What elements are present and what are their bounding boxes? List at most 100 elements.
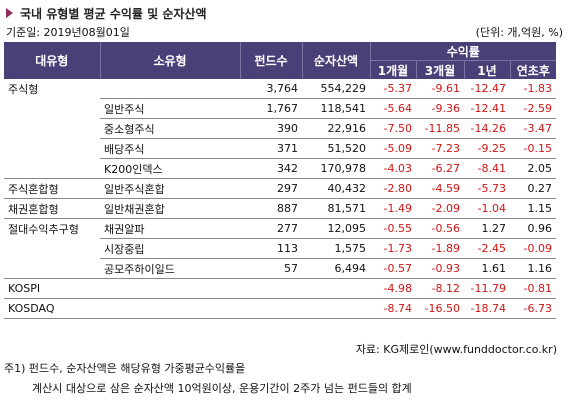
fund-count-cell: 113	[240, 238, 302, 259]
return-3month-cell: -11.85	[416, 118, 464, 139]
table-row: K200인덱스 342 170,978 -4.03 -6.27 -8.41 2.05	[4, 158, 556, 179]
table-row: KOSPI -4.98 -8.12 -11.79 -0.81	[4, 278, 556, 299]
return-1year-cell: -11.79	[464, 278, 510, 299]
major-type-cell	[4, 239, 100, 259]
base-date: 기준일: 2019년08월01일	[6, 26, 130, 39]
return-3month-cell: -8.12	[416, 278, 464, 299]
table-body: 주식형 3,764 554,229 -5.37 -9.61 -12.47 -1.83 일반주식…	[4, 79, 556, 319]
net-assets-cell: 6,494	[302, 258, 370, 279]
minor-type-cell: 시장중립	[100, 238, 240, 259]
fund-count-cell: 3,764	[266, 82, 299, 95]
return-1year-cell: -9.25	[464, 138, 510, 159]
major-type-cell	[4, 99, 100, 119]
return-1month-cell: -0.57	[370, 258, 416, 279]
table-row: 주식혼합형 일반주식혼합 297 40,432 -2.80 -4.59 -5.73 0.27	[4, 178, 556, 199]
return-3month-cell: -16.50	[416, 298, 464, 319]
return-1year-cell: -14.26	[464, 118, 510, 139]
fund-count-cell: 1,767	[240, 98, 302, 119]
minor-type-cell	[100, 79, 240, 99]
minor-type-cell: 일반주식	[100, 98, 240, 119]
return-3month-cell: -4.59	[416, 178, 464, 199]
net-assets-cell: 12,095	[302, 218, 370, 239]
table-row: 절대수익추구형 채권알파 277 12,095 -0.55 -0.56 1.27 0.96	[4, 218, 556, 239]
net-assets-cell	[302, 278, 370, 299]
major-type-cell: 절대수익추구형	[4, 218, 100, 239]
return-1month-cell: -5.37	[383, 82, 412, 95]
return-ytd-cell: 2.05	[510, 158, 556, 179]
major-type-cell: 주식형	[8, 82, 39, 96]
return-ytd-cell: 1.16	[510, 258, 556, 279]
minor-type-cell: 일반채권혼합	[100, 198, 240, 219]
returns-table: 대유형 소유형 펀드수 순자산액 수익률 1개월 3개월 1년 연초후 주식형 3…	[4, 42, 556, 319]
return-1month-cell: -5.64	[370, 98, 416, 119]
return-1year-cell: -8.41	[464, 158, 510, 179]
return-3month-cell: -6.27	[416, 158, 464, 179]
return-1year-cell: -1.04	[464, 198, 510, 219]
footnote-line-1: 주1) 펀드수, 순자산액은 해당유형 가중평균수익률을	[4, 362, 246, 375]
title-row: 국내 유형별 평균 수익률 및 순자산액	[6, 5, 207, 21]
return-1year-cell: -18.74	[464, 298, 510, 319]
net-assets-cell: 554,229	[320, 82, 367, 95]
net-assets-cell: 118,541	[302, 98, 370, 119]
table-row: 공모주하이일드 57 6,494 -0.57 -0.93 1.61 1.16	[4, 258, 556, 279]
minor-type-cell: 공모주하이일드	[100, 258, 240, 279]
table-row: KOSDAQ -8.74 -16.50 -18.74 -6.73	[4, 298, 556, 319]
header-1year: 1년	[464, 60, 511, 79]
header-net-assets: 순자산액	[302, 42, 371, 79]
unit-label: (단위: 개,억원, %)	[475, 26, 563, 39]
major-type-cell	[4, 259, 100, 279]
header-major-type: 대유형	[4, 42, 101, 79]
return-3month-cell: -0.56	[416, 218, 464, 239]
minor-type-cell	[100, 298, 240, 319]
minor-type-cell: 배당주식	[100, 138, 240, 159]
return-1year-cell: -2.45	[464, 238, 510, 259]
net-assets-cell: 51,520	[302, 138, 370, 159]
return-3month-cell: -0.93	[416, 258, 464, 279]
return-1month-cell: -4.03	[370, 158, 416, 179]
return-ytd-cell: 0.27	[510, 178, 556, 199]
return-1year-cell: -12.41	[464, 98, 510, 119]
bullet-triangle-icon	[6, 8, 13, 18]
fund-count-cell	[240, 278, 302, 299]
table-row: 시장중립 113 1,575 -1.73 -1.89 -2.45 -0.09	[4, 238, 556, 259]
fund-count-cell: 887	[240, 198, 302, 219]
major-type-cell: 채권혼합형	[4, 198, 100, 219]
return-1month-cell: -7.50	[370, 118, 416, 139]
table-row: 일반주식 1,767 118,541 -5.64 -9.36 -12.41 -2.59	[4, 98, 556, 119]
return-3month-cell: -7.23	[416, 138, 464, 159]
header-ytd: 연초후	[510, 60, 556, 79]
return-1month-cell: -5.09	[370, 138, 416, 159]
fund-count-cell: 342	[240, 158, 302, 179]
page-title: 국내 유형별 평균 수익률 및 순자산액	[20, 6, 207, 21]
return-ytd-cell: -2.59	[510, 98, 556, 119]
fund-count-cell: 277	[240, 218, 302, 239]
fund-count-cell: 297	[240, 178, 302, 199]
return-1month-cell: -2.80	[370, 178, 416, 199]
return-ytd-cell: -3.47	[510, 118, 556, 139]
major-type-cell: KOSPI	[4, 278, 100, 299]
table-row: 배당주식 371 51,520 -5.09 -7.23 -9.25 -0.15	[4, 138, 556, 159]
return-3month-cell: -9.61	[431, 82, 460, 95]
net-assets-cell	[302, 298, 370, 319]
return-1year-cell: 1.27	[464, 218, 510, 239]
return-3month-cell: -1.89	[416, 238, 464, 259]
minor-type-cell: K200인덱스	[100, 158, 240, 179]
major-type-cell: KOSDAQ	[4, 298, 100, 319]
return-ytd-cell: -0.09	[510, 238, 556, 259]
minor-type-cell: 중소형주식	[100, 118, 240, 139]
net-assets-cell: 1,575	[302, 238, 370, 259]
footnote-line-2: 계산시 대상으로 삼은 순자산액 10억원이상, 운용기간이 2주가 넘는 펀드…	[32, 382, 412, 395]
return-ytd-cell: -0.15	[510, 138, 556, 159]
return-1month-cell: -0.55	[370, 218, 416, 239]
return-ytd-cell: -6.73	[510, 298, 556, 319]
return-ytd-cell: -1.83	[523, 82, 552, 95]
table-row: 주식형 3,764 554,229 -5.37 -9.61 -12.47 -1.83	[4, 79, 556, 99]
major-type-cell	[4, 159, 100, 179]
major-type-cell	[4, 119, 100, 139]
net-assets-cell: 40,432	[302, 178, 370, 199]
return-1month-cell: -4.98	[370, 278, 416, 299]
return-1year-cell: 1.61	[464, 258, 510, 279]
return-ytd-cell: 0.96	[510, 218, 556, 239]
table-row: 채권혼합형 일반채권혼합 887 81,571 -1.49 -2.09 -1.04 1.15	[4, 198, 556, 219]
return-ytd-cell: 1.15	[510, 198, 556, 219]
